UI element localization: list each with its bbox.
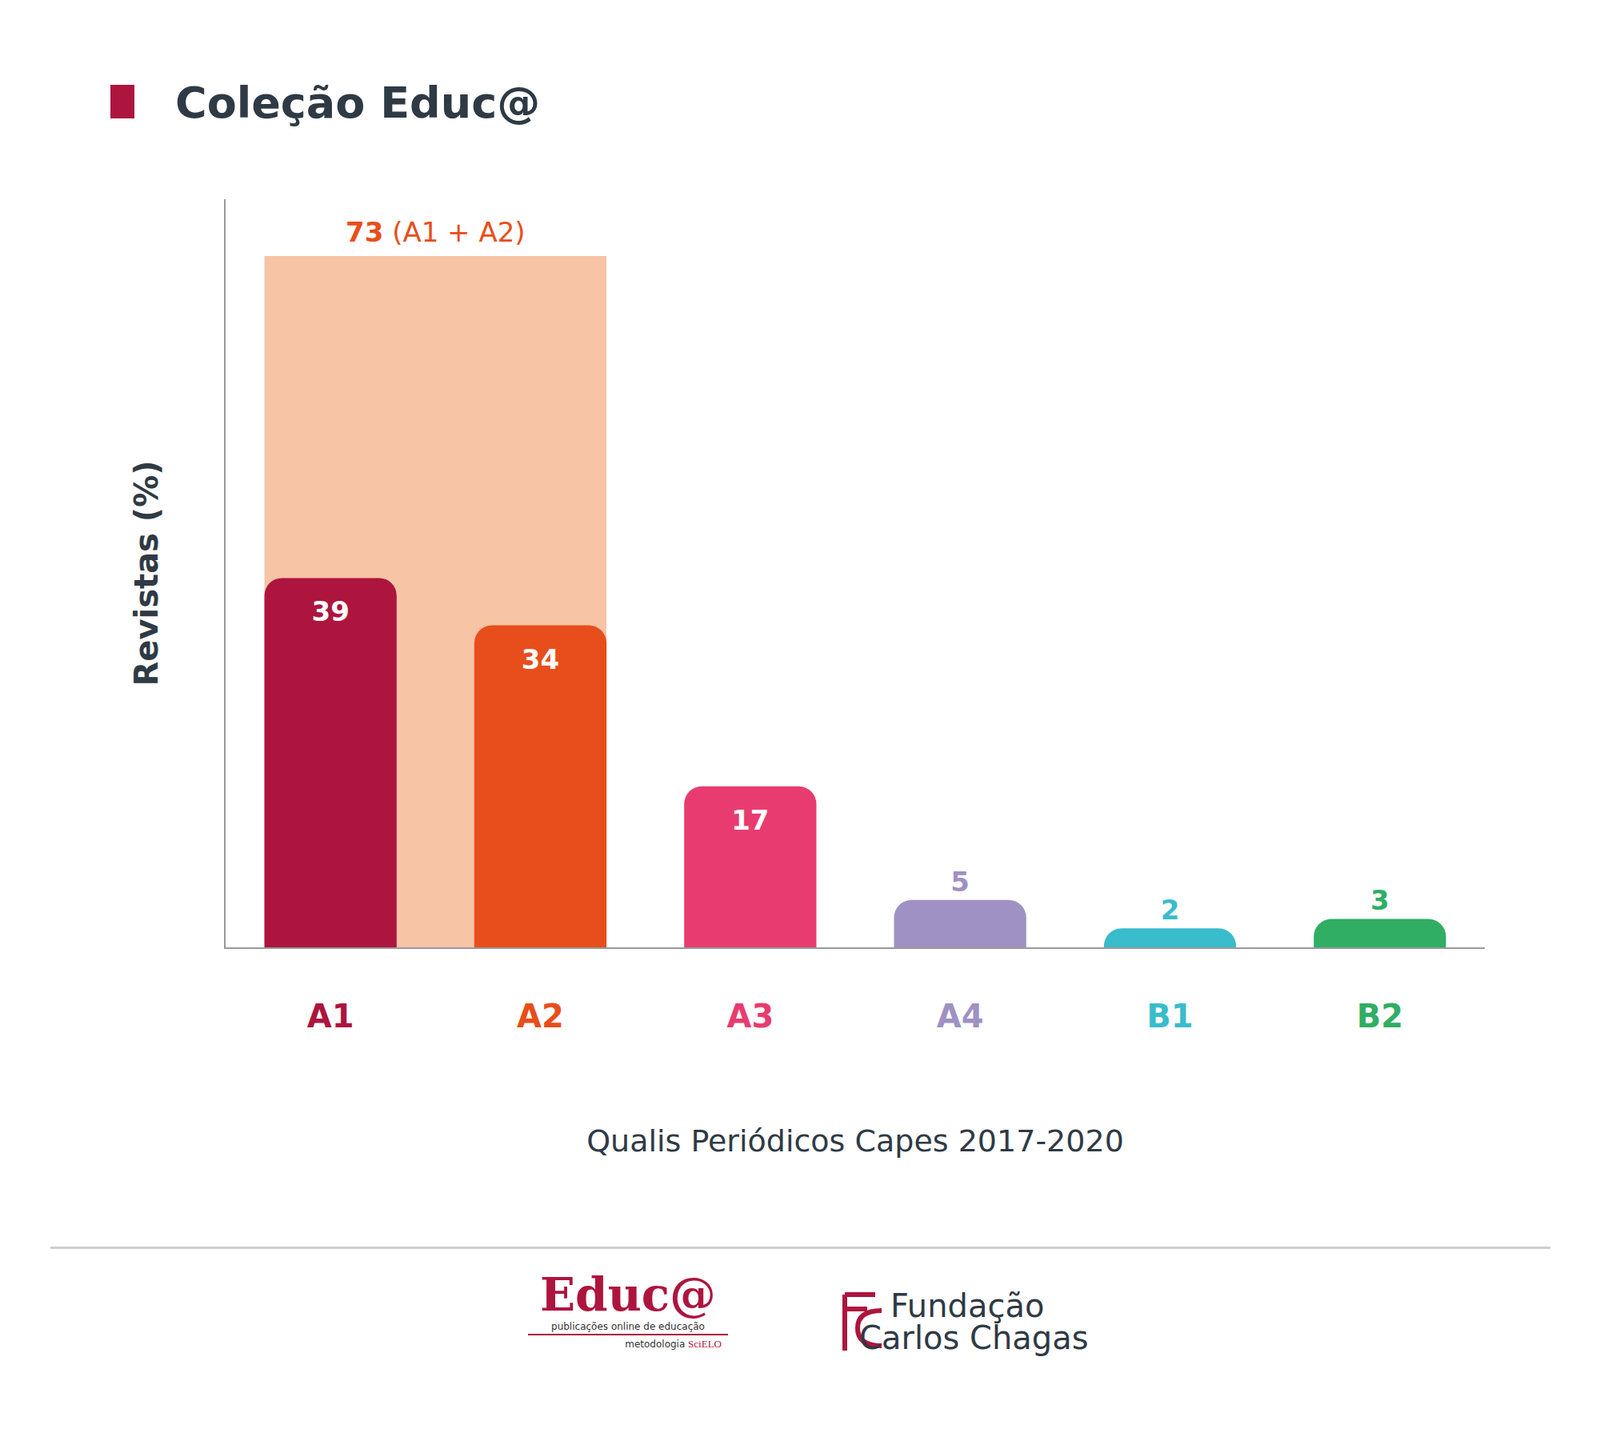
svg-text:Qualis Periódicos Capes 2017-2: Qualis Periódicos Capes 2017-2020	[586, 1123, 1124, 1159]
svg-text:A1: A1	[307, 997, 355, 1035]
svg-text:B2: B2	[1356, 997, 1404, 1035]
html-text:Educ@: Educ@	[539, 1267, 717, 1322]
svg-text:73 (A1 + A2): 73 (A1 + A2)	[345, 216, 526, 248]
html-text:Carlos Chagas: Carlos Chagas	[859, 1319, 1089, 1356]
html-text:Fundação: Fundação	[890, 1287, 1045, 1324]
svg-text:17: 17	[731, 804, 769, 836]
svg-text:39: 39	[312, 595, 350, 628]
svg-text:3: 3	[1370, 884, 1390, 916]
html-text:metodologia SciELO: metodologia SciELO	[624, 1337, 722, 1350]
svg-text:B1: B1	[1146, 997, 1193, 1035]
svg-text:A4: A4	[936, 997, 984, 1035]
svg-text:Coleção Educ@: Coleção Educ@	[175, 77, 540, 128]
svg-text:Revistas (%): Revistas (%)	[128, 460, 165, 686]
svg-text:A3: A3	[726, 997, 774, 1035]
svg-text:2: 2	[1160, 893, 1180, 926]
svg-text:A2: A2	[516, 997, 564, 1035]
svg-text:34: 34	[521, 643, 560, 676]
html-text:publicações online de educação: publicações online de educação	[551, 1320, 705, 1332]
svg-text:5: 5	[950, 865, 970, 898]
